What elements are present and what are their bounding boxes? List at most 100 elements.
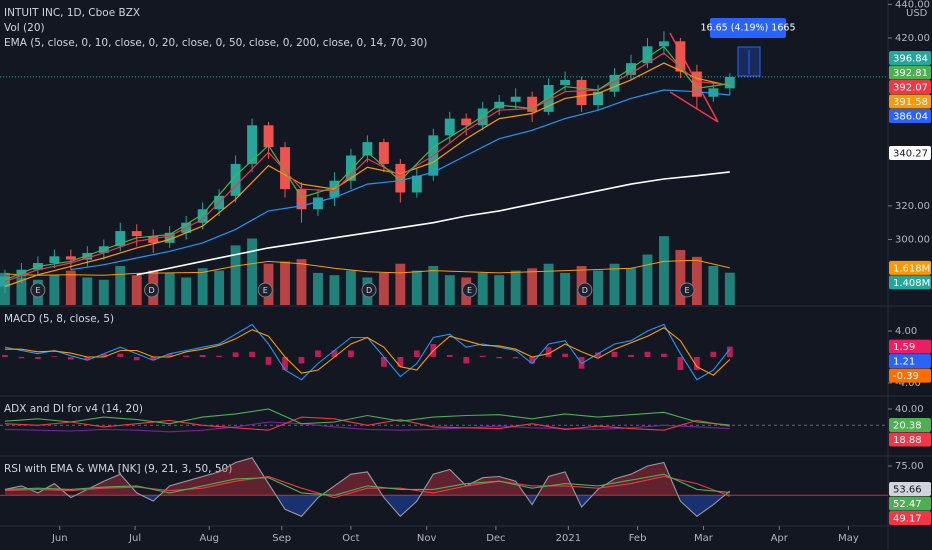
volume-bar (329, 275, 340, 305)
volume-bar (609, 263, 620, 305)
event-marker (144, 282, 160, 298)
event-label: E (467, 286, 472, 295)
price-label: 1.59 (893, 342, 915, 353)
volume-bar (675, 249, 686, 305)
candle-body (197, 209, 208, 223)
indicator-line (4, 259, 730, 276)
y-tick-label: 75.00 (895, 461, 924, 472)
candle-body (543, 84, 554, 112)
y-tick-label: 320.00 (895, 201, 930, 212)
candle-body (527, 96, 538, 112)
volume-bar (494, 275, 505, 305)
x-tick-label: Aug (199, 533, 219, 544)
volume-bar (444, 275, 455, 305)
volume-bar (477, 272, 488, 305)
event-label: E (263, 286, 268, 295)
indicator-line (4, 408, 730, 426)
histogram-bar (199, 355, 206, 357)
histogram-bar (628, 355, 634, 357)
histogram-bar (265, 356, 272, 365)
volume-bar (280, 261, 290, 305)
chart-title: INTUIT INC, 1D, Cboe BZX (4, 7, 140, 19)
histogram-bar (644, 351, 651, 357)
volume-bar (411, 270, 422, 305)
volume-bar (247, 238, 258, 305)
candle-body (411, 175, 422, 193)
event-marker (361, 282, 377, 298)
price-label-box (889, 417, 931, 432)
measure-label: 16.65 (4.19%) 1665 (700, 23, 795, 34)
x-tick-label: Apr (771, 533, 789, 544)
volume-bar (16, 277, 27, 305)
candle-body (609, 74, 620, 92)
volume-bar (345, 270, 356, 305)
volume-bar (230, 245, 241, 305)
histogram-bar (100, 353, 107, 357)
x-tick-label: Jun (51, 533, 68, 544)
x-tick-label: Mar (694, 533, 714, 544)
histogram-bar (2, 355, 8, 357)
histogram-bar (512, 356, 519, 359)
candle-body (626, 63, 636, 75)
histogram-bar (183, 355, 190, 357)
y-tick-label: 300.00 (895, 234, 930, 245)
volume-bar (82, 277, 93, 305)
candle-body (461, 118, 472, 126)
indicator-line (4, 457, 731, 518)
candle-body (675, 41, 686, 72)
histogram-bar (380, 356, 387, 367)
candle-body (345, 155, 356, 181)
price-label: 20.38 (893, 420, 922, 431)
price-label-box (889, 146, 931, 160)
volume-bar (214, 270, 225, 305)
candle-body (642, 46, 653, 64)
histogram-bar (479, 355, 486, 357)
candle-body (691, 71, 702, 97)
candle-body (724, 76, 735, 89)
price-label: 18.88 (893, 435, 922, 446)
histogram-bar (249, 351, 255, 357)
candle-body (115, 231, 126, 247)
price-label-box (889, 65, 931, 80)
histogram-bar (315, 350, 321, 357)
price-label-box (889, 50, 931, 65)
volume-bar (642, 254, 653, 305)
event-label: E (684, 286, 689, 295)
candle-body (395, 163, 406, 193)
event-marker (462, 282, 478, 298)
event-label: D (148, 286, 154, 295)
price-label: 1.408M (893, 278, 930, 289)
histogram-bar (413, 350, 420, 357)
candle-body (263, 125, 274, 148)
x-tick-label: Jul (128, 533, 141, 544)
price-label: 396.84 (893, 53, 928, 64)
x-tick-label: May (838, 533, 859, 544)
trend-line (669, 91, 719, 123)
histogram-bar (446, 355, 453, 357)
y-tick-label: -4.00 (895, 378, 921, 389)
histogram-bar (529, 356, 536, 364)
candle-body (82, 252, 93, 260)
candle-body (658, 41, 669, 47)
volume-bar (560, 272, 571, 305)
price-label-box (889, 275, 931, 290)
histogram-bar (694, 356, 700, 370)
indicator-line (4, 52, 730, 283)
price-label: 1.618M (893, 263, 930, 274)
price-label: 52.47 (893, 499, 922, 510)
volume-bar (197, 268, 208, 305)
histogram-bar (661, 353, 667, 357)
x-tick-label: Feb (629, 533, 647, 544)
volume-bar (115, 266, 126, 305)
candle-body (510, 96, 521, 102)
volume-bar (510, 270, 521, 305)
currency: USD (906, 8, 928, 19)
volume-title: Vol (20) (4, 22, 45, 34)
volume-bar (131, 275, 142, 305)
volume-bar (527, 268, 538, 305)
price-label: -0.39 (893, 371, 919, 382)
volume-bar (181, 277, 192, 305)
volume-bar (164, 272, 175, 305)
